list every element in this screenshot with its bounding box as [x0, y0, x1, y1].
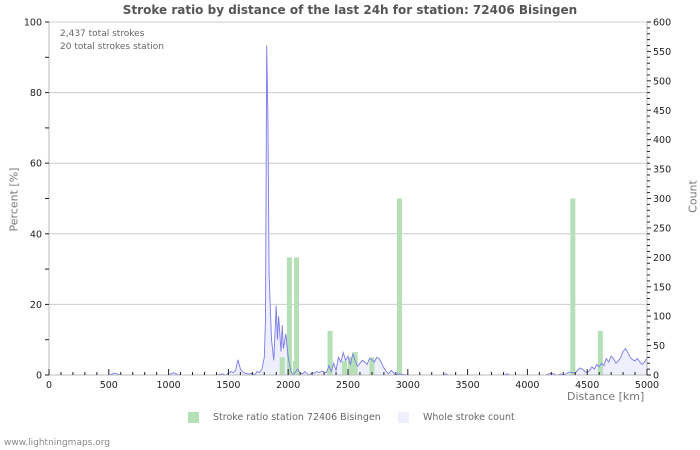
y-right-tick-label: 200 [653, 253, 671, 264]
x-tick-label: 2500 [336, 380, 360, 391]
y-right-tick-label: 400 [653, 135, 671, 146]
y-left-tick-label: 0 [36, 371, 42, 382]
x-tick-label: 4500 [575, 380, 599, 391]
ratio-bar [570, 198, 576, 375]
y-right-tick-label: 50 [653, 341, 665, 352]
ratio-bar [294, 257, 300, 375]
ratio-bar [597, 330, 603, 375]
x-tick-label: 0 [46, 380, 52, 391]
x-tick-label: 1000 [157, 380, 181, 391]
x-tick-label: 3000 [396, 380, 420, 391]
legend-label-ratio: Stroke ratio station 72406 Bisingen [213, 412, 381, 423]
ratio-bar [286, 257, 292, 375]
ratio-bar [341, 360, 347, 375]
y-right-tick-label: 250 [653, 223, 671, 234]
station-strokes-note: 20 total strokes station [60, 42, 164, 52]
x-tick-label: 1500 [216, 380, 240, 391]
legend-swatch-ratio [188, 412, 199, 423]
y-left-tick-label: 60 [30, 159, 42, 170]
y-right-tick-label: 500 [653, 76, 671, 87]
y-left-tick-label: 80 [30, 88, 42, 99]
watermark: www.lightningmaps.org [4, 438, 110, 448]
ratio-bar [396, 198, 402, 375]
legend-item-count: Whole stroke count [398, 412, 515, 423]
y-right-tick-label: 150 [653, 282, 671, 293]
y-right-tick-label: 0 [653, 371, 659, 382]
x-axis-label: Distance [km] [567, 390, 645, 403]
legend-item-ratio: Stroke ratio station 72406 Bisingen [188, 412, 381, 423]
x-tick-label: 2000 [276, 380, 300, 391]
legend-label-count: Whole stroke count [423, 412, 515, 423]
y-right-tick-label: 600 [653, 18, 671, 29]
y-right-axis-label: Count [686, 180, 700, 213]
ratio-bar [369, 357, 375, 375]
stroke-count-area [49, 45, 647, 375]
y-left-tick-label: 40 [30, 229, 42, 240]
legend-swatch-count [398, 412, 409, 423]
ratio-bar [352, 352, 358, 375]
total-strokes-note: 2,437 total strokes [60, 29, 145, 39]
y-right-tick-label: 100 [653, 312, 671, 323]
x-tick-label: 5000 [635, 380, 659, 391]
y-left-tick-label: 20 [30, 300, 42, 311]
x-tick-label: 500 [100, 380, 118, 391]
y-right-tick-label: 450 [653, 106, 671, 117]
y-left-axis-label: Percent [%] [7, 167, 21, 232]
x-tick-label: 4000 [515, 380, 539, 391]
ratio-bar [279, 357, 285, 375]
chart-title: Stroke ratio by distance of the last 24h… [122, 3, 578, 17]
ratio-bar [327, 330, 333, 375]
y-right-tick-label: 550 [653, 47, 671, 58]
x-tick-label: 3500 [456, 380, 480, 391]
stroke-count-line [49, 45, 648, 376]
y-right-tick-label: 300 [653, 194, 671, 205]
ratio-bar [347, 357, 353, 375]
y-left-tick-label: 100 [24, 18, 42, 29]
y-right-tick-label: 350 [653, 165, 671, 176]
